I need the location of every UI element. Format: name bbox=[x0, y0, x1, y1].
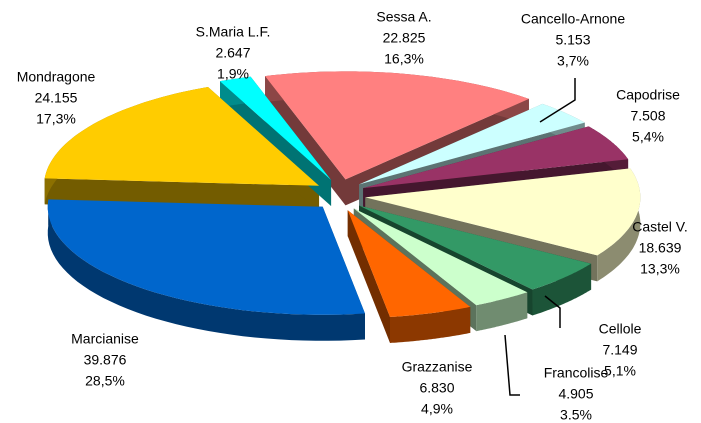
data-label: Cancello-Arnone bbox=[521, 11, 625, 27]
slice bbox=[47, 199, 366, 315]
data-label: 13,3% bbox=[640, 261, 680, 277]
data-label: Mondragone bbox=[17, 69, 96, 85]
data-label: 4,9% bbox=[421, 401, 453, 417]
slice-tops bbox=[44, 71, 641, 317]
leader-line bbox=[544, 295, 561, 328]
slice bbox=[353, 208, 528, 306]
data-label: 2.647 bbox=[215, 45, 250, 61]
data-label: 4.905 bbox=[558, 386, 593, 402]
slice bbox=[44, 87, 320, 186]
data-label: Sessa A. bbox=[376, 9, 431, 25]
data-label: 5,4% bbox=[632, 129, 664, 145]
data-label: 3,7% bbox=[557, 53, 589, 69]
slice-side bbox=[476, 292, 528, 332]
slice bbox=[220, 76, 332, 181]
data-label: Cellole bbox=[599, 321, 642, 337]
slice bbox=[347, 210, 471, 317]
slice-side bbox=[532, 263, 592, 316]
data-label: Francolise bbox=[544, 365, 609, 381]
slice bbox=[359, 205, 592, 290]
data-label: 22.825 bbox=[383, 30, 426, 46]
data-label: 28,5% bbox=[85, 373, 125, 389]
data-label: 3.5% bbox=[560, 407, 592, 423]
slice-side bbox=[390, 306, 471, 343]
data-label: 6.830 bbox=[419, 380, 454, 396]
data-label: S.Maria L.F. bbox=[196, 24, 271, 40]
slice bbox=[365, 168, 641, 256]
data-label: Marcianise bbox=[71, 331, 139, 347]
slice-wall bbox=[347, 210, 391, 343]
data-label: 24.155 bbox=[35, 90, 78, 106]
leader-line bbox=[504, 334, 520, 396]
data-label: 16,3% bbox=[384, 51, 424, 67]
data-label: Capodrise bbox=[616, 87, 680, 103]
data-label: 17,3% bbox=[36, 111, 76, 127]
data-label: 7.149 bbox=[602, 342, 637, 358]
data-label: 18.639 bbox=[639, 240, 682, 256]
slice-side bbox=[47, 199, 366, 341]
data-label: Castel V. bbox=[632, 219, 688, 235]
data-label: Grazzanise bbox=[402, 359, 473, 375]
slice bbox=[265, 71, 529, 180]
slice-side bbox=[597, 168, 641, 282]
data-label: 5.153 bbox=[555, 32, 590, 48]
leader-line bbox=[539, 78, 576, 123]
data-label: 5,1% bbox=[604, 363, 636, 379]
data-label: 1,9% bbox=[217, 66, 249, 82]
slice bbox=[363, 126, 629, 189]
slice bbox=[359, 103, 585, 185]
data-label: 39.876 bbox=[84, 352, 127, 368]
data-label: 7.508 bbox=[630, 108, 665, 124]
